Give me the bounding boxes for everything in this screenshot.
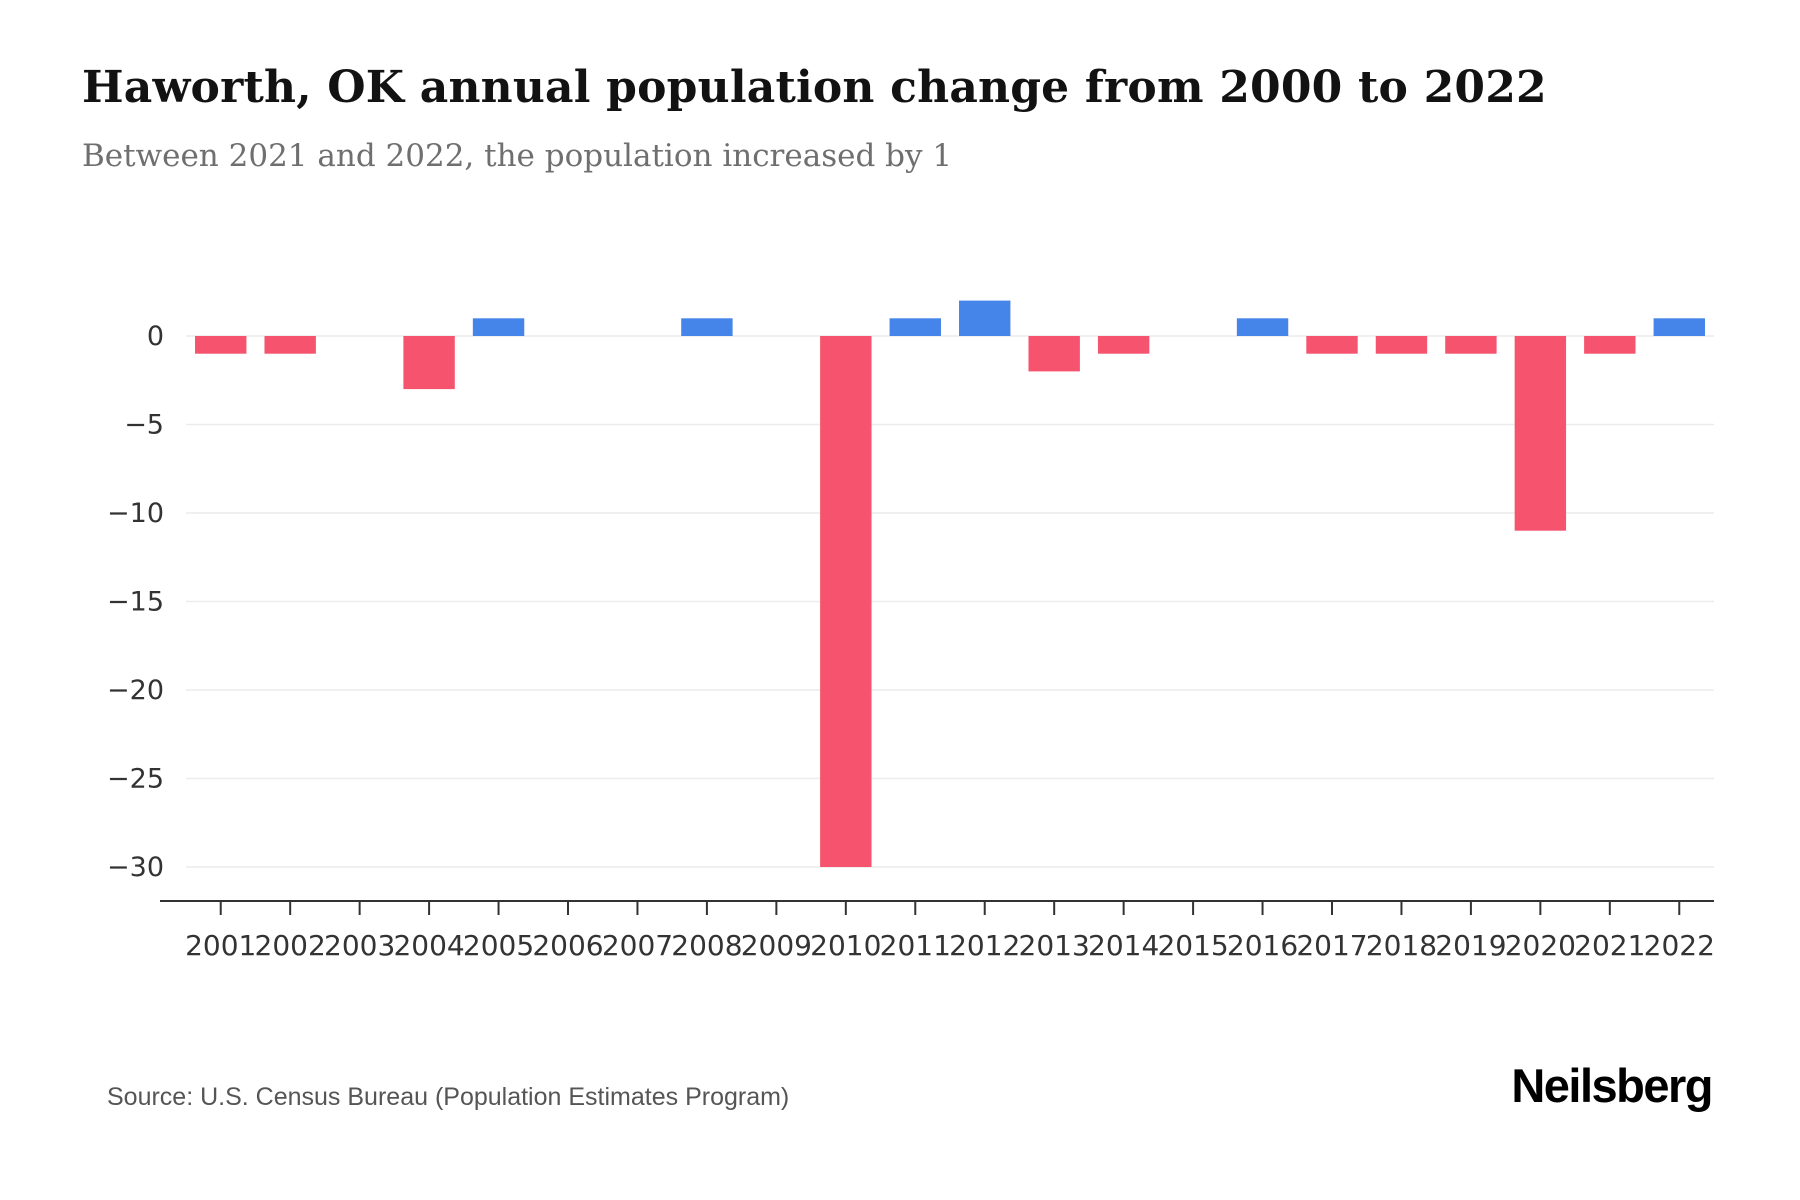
bar-2013 [1028, 336, 1080, 372]
bar-2019 [1445, 336, 1497, 354]
x-tick-label-2007: 2007 [602, 929, 673, 962]
bar-2005 [472, 318, 525, 336]
bar-2008 [681, 318, 733, 336]
bar-2021 [1584, 336, 1636, 354]
bar-2022 [1653, 318, 1705, 336]
x-tick-label-2010: 2010 [810, 929, 881, 962]
x-tick-label-2003: 2003 [324, 929, 395, 962]
x-tick-label-2019: 2019 [1435, 929, 1506, 962]
bar-2012 [959, 300, 1011, 336]
bar-2016 [1236, 318, 1289, 336]
x-tick-label-2017: 2017 [1296, 929, 1367, 962]
y-tick-label: −25 [107, 764, 164, 795]
page-title: Haworth, OK annual population change fro… [82, 62, 1547, 113]
x-tick-label-2020: 2020 [1505, 929, 1576, 962]
x-tick-label-2001: 2001 [185, 929, 256, 962]
x-tick-label-2005: 2005 [463, 929, 534, 962]
x-tick-label-2022: 2022 [1644, 929, 1715, 962]
bar-2020 [1514, 336, 1567, 531]
x-tick-label-2018: 2018 [1366, 929, 1437, 962]
x-tick-label-2015: 2015 [1157, 929, 1228, 962]
neilsberg-logo: Neilsberg [1511, 1059, 1713, 1112]
x-tick-label-2008: 2008 [671, 929, 742, 962]
y-tick-label: −30 [107, 852, 164, 883]
x-tick-label-2016: 2016 [1227, 929, 1298, 962]
y-tick-label: −10 [107, 498, 164, 529]
x-tick-label-2014: 2014 [1088, 929, 1159, 962]
bar-2002 [264, 336, 316, 354]
bar-2004 [403, 336, 455, 390]
x-tick-label-2006: 2006 [532, 929, 603, 962]
bar-2018 [1375, 336, 1428, 354]
source-text: Source: U.S. Census Bureau (Population E… [107, 1083, 790, 1111]
y-tick-label: −15 [107, 587, 164, 618]
bar-2010 [820, 336, 872, 867]
bar-2011 [889, 318, 941, 336]
x-tick-label-2013: 2013 [1019, 929, 1090, 962]
x-tick-label-2004: 2004 [393, 929, 464, 962]
x-tick-label-2009: 2009 [741, 929, 812, 962]
bar-2001 [195, 336, 247, 354]
x-tick-label-2021: 2021 [1574, 929, 1645, 962]
y-tick-label: 0 [147, 321, 164, 352]
y-tick-label: −20 [107, 675, 164, 706]
x-tick-label-2011: 2011 [880, 929, 951, 962]
x-tick-label-2012: 2012 [949, 929, 1020, 962]
page-subtitle: Between 2021 and 2022, the population in… [82, 138, 953, 174]
y-tick-label: −5 [124, 410, 164, 441]
x-tick-label-2002: 2002 [255, 929, 326, 962]
bar-2017 [1306, 336, 1358, 354]
bar-2014 [1097, 336, 1150, 354]
